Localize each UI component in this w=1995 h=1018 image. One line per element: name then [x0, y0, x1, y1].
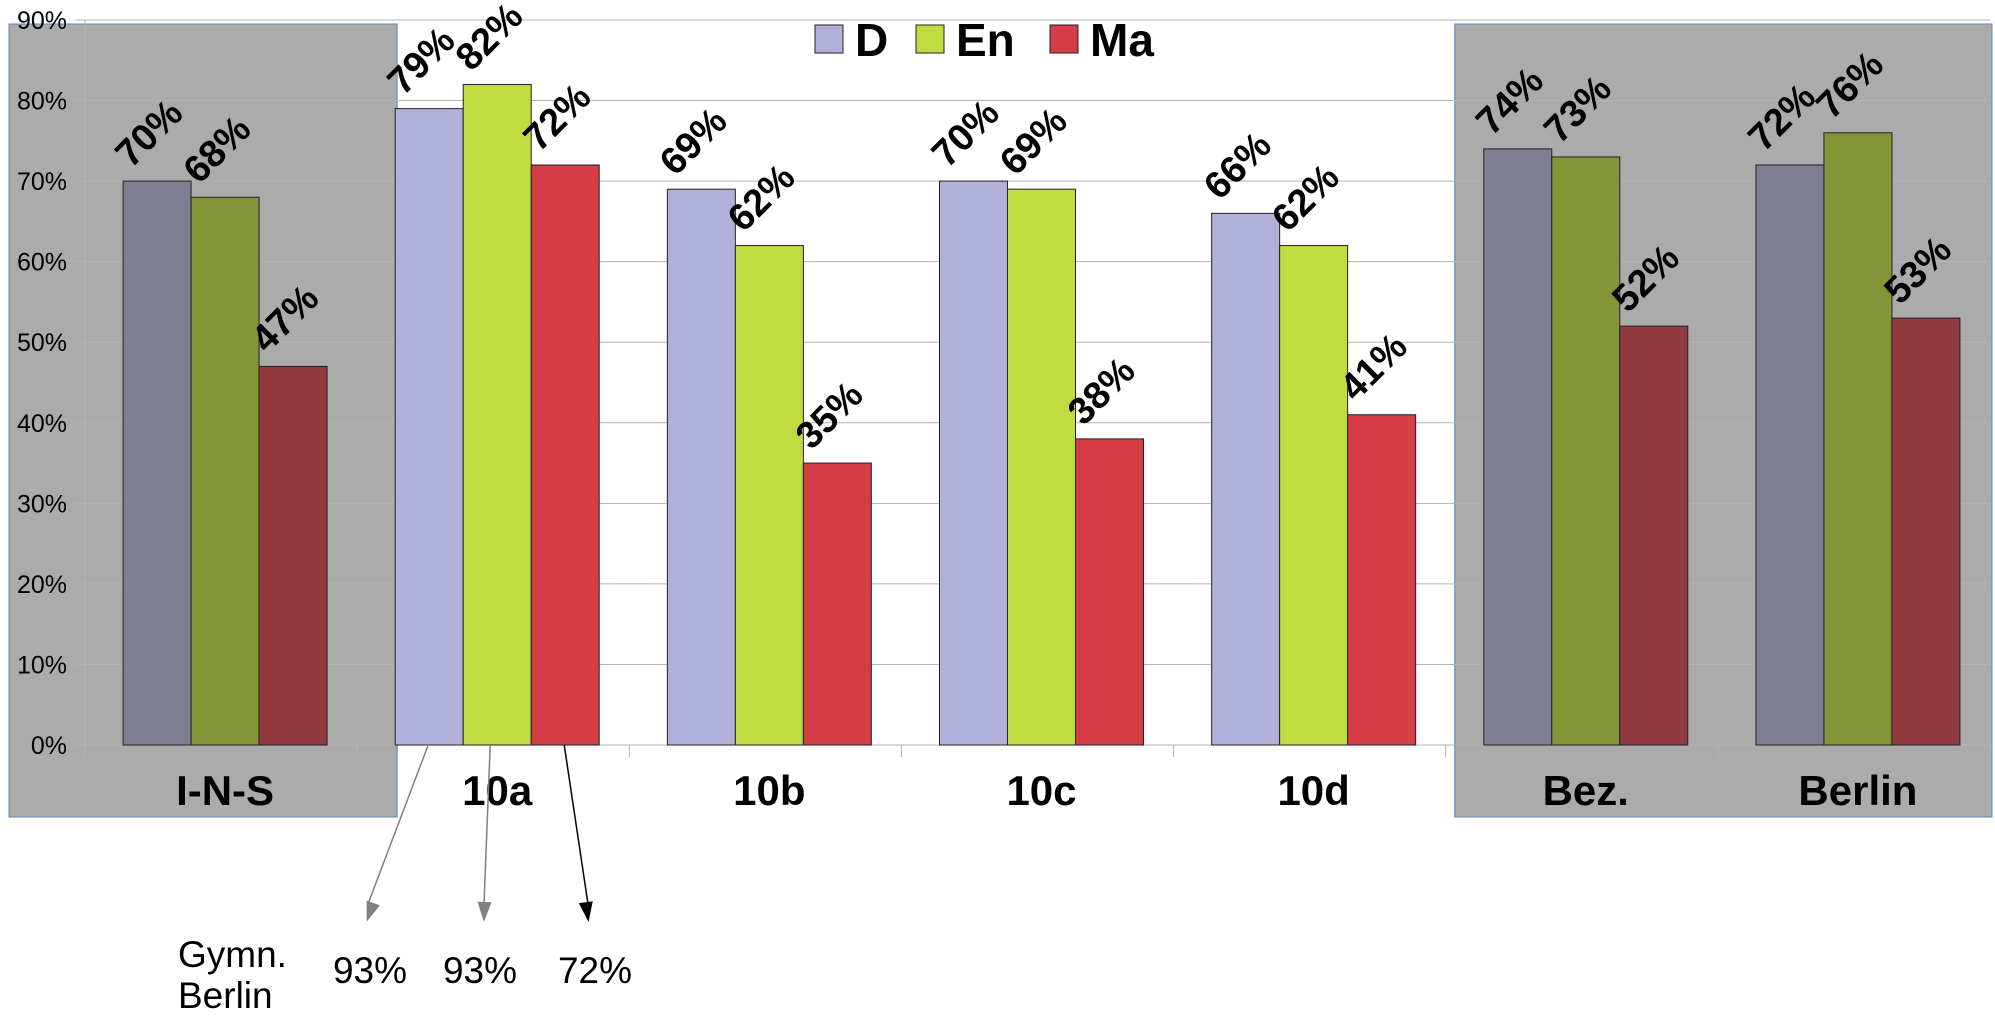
- bar-ma-10d: [1347, 414, 1417, 746]
- bar-ma-10b: [802, 462, 872, 746]
- bar-en-10b: [734, 245, 804, 746]
- legend-swatch-d: [814, 24, 844, 54]
- data-label: 82%: [448, 0, 531, 79]
- data-label: 70%: [924, 92, 1007, 175]
- annotation-arrow-line: [563, 744, 589, 905]
- data-label: 66%: [1196, 124, 1279, 207]
- bar-en-10d: [1279, 245, 1349, 746]
- category-label: 10d: [1277, 767, 1349, 814]
- legend-swatch-en: [915, 24, 945, 54]
- bar-d-10a: [394, 108, 464, 746]
- legend-label-en: En: [956, 14, 1015, 66]
- annotation-value: 93%: [443, 950, 517, 991]
- annotation-label-line1: Gymn.: [178, 934, 287, 975]
- y-tick-label: 50%: [17, 329, 67, 357]
- bar-en-berlin: [1823, 132, 1893, 746]
- y-tick-label: 10%: [17, 651, 67, 679]
- bar-d-bez: [1483, 148, 1553, 746]
- bar-ma-berlin: [1891, 317, 1961, 746]
- data-label: 69%: [992, 100, 1075, 183]
- category-label: 10c: [1006, 767, 1076, 814]
- annotation-arrow-head: [366, 900, 380, 922]
- annotation-value: 93%: [333, 950, 407, 991]
- y-tick-label: 30%: [17, 490, 67, 518]
- bar-en-bez: [1551, 156, 1621, 746]
- legend-label-d: D: [855, 14, 888, 66]
- y-tick-label: 80%: [17, 88, 67, 116]
- y-tick-label: 40%: [17, 410, 67, 438]
- annotation-arrow-line: [367, 744, 429, 905]
- category-label: 10a: [462, 767, 533, 814]
- y-tick-label: 20%: [17, 571, 67, 599]
- y-tick-label: 0%: [31, 732, 67, 760]
- bar-d-10c: [939, 180, 1008, 746]
- y-tick-label: 70%: [17, 168, 67, 196]
- bar-ma-10a: [530, 164, 600, 746]
- bar-ma-10c: [1075, 438, 1144, 746]
- bar-d-10d: [1211, 212, 1281, 746]
- bar-d-10b: [666, 188, 736, 746]
- category-label: 10b: [733, 767, 805, 814]
- bar-ma-ins: [258, 365, 328, 746]
- bar-en-10a: [462, 83, 532, 746]
- data-label: 69%: [652, 100, 735, 183]
- category-label: Berlin: [1798, 767, 1917, 814]
- bar-d-berlin: [1755, 164, 1825, 746]
- legend-swatch-ma: [1049, 24, 1079, 54]
- bar-ma-bez: [1619, 325, 1689, 746]
- annotation-label-line2: Berlin: [178, 975, 273, 1013]
- bar-en-10c: [1007, 188, 1076, 746]
- annotation-arrow-head: [477, 901, 492, 922]
- bar-en-ins: [190, 196, 260, 746]
- annotation-value: 72%: [558, 950, 632, 991]
- legend-label-ma: Ma: [1090, 14, 1154, 66]
- bar-d-ins: [122, 180, 192, 746]
- annotation-arrow-line: [483, 744, 491, 905]
- y-tick-label: 90%: [17, 7, 67, 35]
- y-tick-label: 60%: [17, 249, 67, 277]
- category-label: Bez.: [1543, 767, 1629, 814]
- category-label: I-N-S: [176, 767, 274, 814]
- annotation-arrow-head: [578, 901, 593, 922]
